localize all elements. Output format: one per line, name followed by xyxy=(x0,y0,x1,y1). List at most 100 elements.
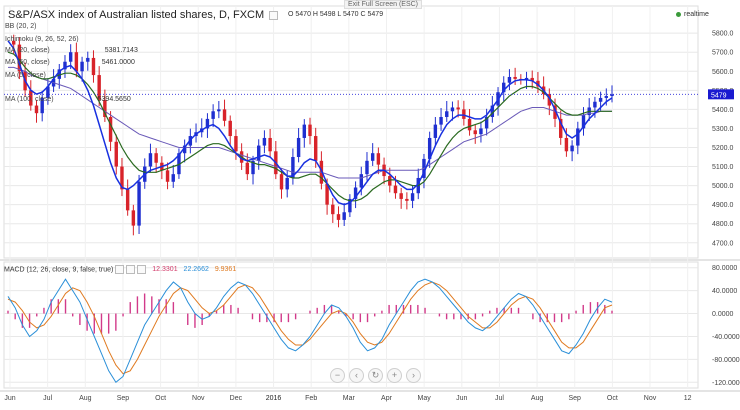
candle-body xyxy=(171,174,175,182)
indicator-ma20[interactable]: MA (20, close) 5381.7143 xyxy=(5,47,138,54)
macd-tick-label: -40.0000 xyxy=(712,334,740,341)
candle-body xyxy=(125,189,130,211)
candle-body xyxy=(40,97,44,114)
chart-title: S&P/ASX index of Australian listed share… xyxy=(8,9,279,21)
candle-body xyxy=(536,80,540,87)
macd-tick-label: -80.0000 xyxy=(712,357,740,364)
macd-close-icon[interactable] xyxy=(137,265,147,274)
candle-body xyxy=(399,193,403,199)
time-tick-label: Feb xyxy=(305,395,317,402)
price-tick-label: 5600.0 xyxy=(712,69,734,76)
price-tick-label: 5400.0 xyxy=(712,107,734,114)
price-tick-label: 5800.0 xyxy=(712,31,734,38)
candle-body xyxy=(29,90,33,106)
candle-body xyxy=(279,174,284,190)
time-tick-label: Oct xyxy=(155,395,166,402)
price-tick-label: 4700.0 xyxy=(712,240,734,247)
macd-line xyxy=(7,278,613,384)
candle-body xyxy=(490,105,495,117)
candle-body xyxy=(433,124,438,138)
zoom-in-button[interactable]: + xyxy=(387,368,402,383)
candle-body xyxy=(502,82,506,93)
time-tick-label: Aug xyxy=(531,395,544,402)
candle-body xyxy=(308,124,312,137)
scroll-back-button[interactable]: ‹ xyxy=(349,368,364,383)
reset-button[interactable]: ↻ xyxy=(368,368,383,383)
candle-body xyxy=(410,193,415,201)
zoom-out-button[interactable]: − xyxy=(330,368,345,383)
candle-body xyxy=(217,109,221,112)
candle-body xyxy=(228,120,232,137)
candle-body xyxy=(530,77,534,81)
candle-body xyxy=(148,153,153,167)
candle-body xyxy=(581,115,586,129)
chevron-left-icon: ‹ xyxy=(355,370,358,380)
macd-settings-icon[interactable] xyxy=(115,265,125,274)
price-tick-label: 5700.0 xyxy=(712,50,734,57)
candle-body xyxy=(103,99,107,117)
candle-body xyxy=(211,111,215,119)
candle-body xyxy=(365,160,369,175)
candle-body xyxy=(325,183,329,205)
time-tick-label: Dec xyxy=(230,395,243,402)
minus-icon: − xyxy=(334,370,341,380)
macd-legend[interactable]: MACD (12, 26, close, 9, false, true) 12.… xyxy=(4,265,237,274)
candle-body xyxy=(285,177,289,190)
candle-body xyxy=(313,136,318,161)
candle-body xyxy=(291,157,295,178)
indicator-bb[interactable]: BB (20, 2) xyxy=(5,23,37,30)
candle-body xyxy=(222,109,227,121)
candle-body xyxy=(177,153,181,175)
indicator-ma5[interactable]: MA (5, close) xyxy=(5,72,46,79)
last-price-label: 5479 xyxy=(711,92,727,99)
indicator-ichimoku[interactable]: Ichimoku (9, 26, 52, 26) xyxy=(5,36,79,43)
candle-body xyxy=(427,137,432,159)
candle-body xyxy=(445,111,449,117)
candle-body xyxy=(348,198,352,213)
macd-tick-label: 40.0000 xyxy=(712,288,737,295)
price-pane xyxy=(3,5,699,259)
candle-body xyxy=(405,198,409,201)
time-tick-label: Jun xyxy=(456,395,467,402)
candle-body xyxy=(251,160,255,175)
candle-body xyxy=(473,130,477,135)
candle-body xyxy=(205,118,210,129)
macd-tick-label: 0.0000 xyxy=(712,311,734,318)
candle-body xyxy=(165,170,170,182)
plus-icon: + xyxy=(391,370,398,380)
indicator-ma100[interactable]: MA (100, close) 5394.5650 xyxy=(5,96,131,103)
candle-body xyxy=(507,76,512,83)
candle-body xyxy=(46,86,50,98)
candle-body xyxy=(80,61,84,72)
candle-body xyxy=(479,128,483,135)
realtime-dot-icon xyxy=(676,11,681,17)
candle-body xyxy=(302,124,307,138)
candle-body xyxy=(68,52,73,62)
settings-icon[interactable] xyxy=(269,10,279,20)
candle-body xyxy=(593,101,597,108)
scroll-forward-button[interactable]: › xyxy=(406,368,421,383)
candle-body xyxy=(553,105,557,119)
candle-body xyxy=(342,212,346,220)
candle-body xyxy=(604,96,609,98)
ma100-line xyxy=(8,66,612,179)
ma20-line xyxy=(7,40,613,206)
macd-hide-icon[interactable] xyxy=(126,265,136,274)
exit-fullscreen-button[interactable]: Exit Full Screen (ESC) xyxy=(344,0,423,9)
candle-body xyxy=(11,40,16,45)
candle-body xyxy=(353,187,358,199)
indicator-ma50[interactable]: MA (50, close) 5461.0000 xyxy=(5,59,135,66)
candle-body xyxy=(17,44,22,72)
reset-icon: ↻ xyxy=(371,370,380,380)
ohlc-readout: O 5470 H 5498 L 5470 C 5479 xyxy=(288,11,384,18)
candle-body xyxy=(393,185,398,194)
candle-body xyxy=(154,153,158,163)
time-tick-label: May xyxy=(418,395,432,402)
macd-signal-line xyxy=(7,281,613,375)
candle-body xyxy=(245,162,250,175)
candle-body xyxy=(439,116,443,125)
candle-body xyxy=(234,136,238,152)
candle-body xyxy=(296,137,301,158)
